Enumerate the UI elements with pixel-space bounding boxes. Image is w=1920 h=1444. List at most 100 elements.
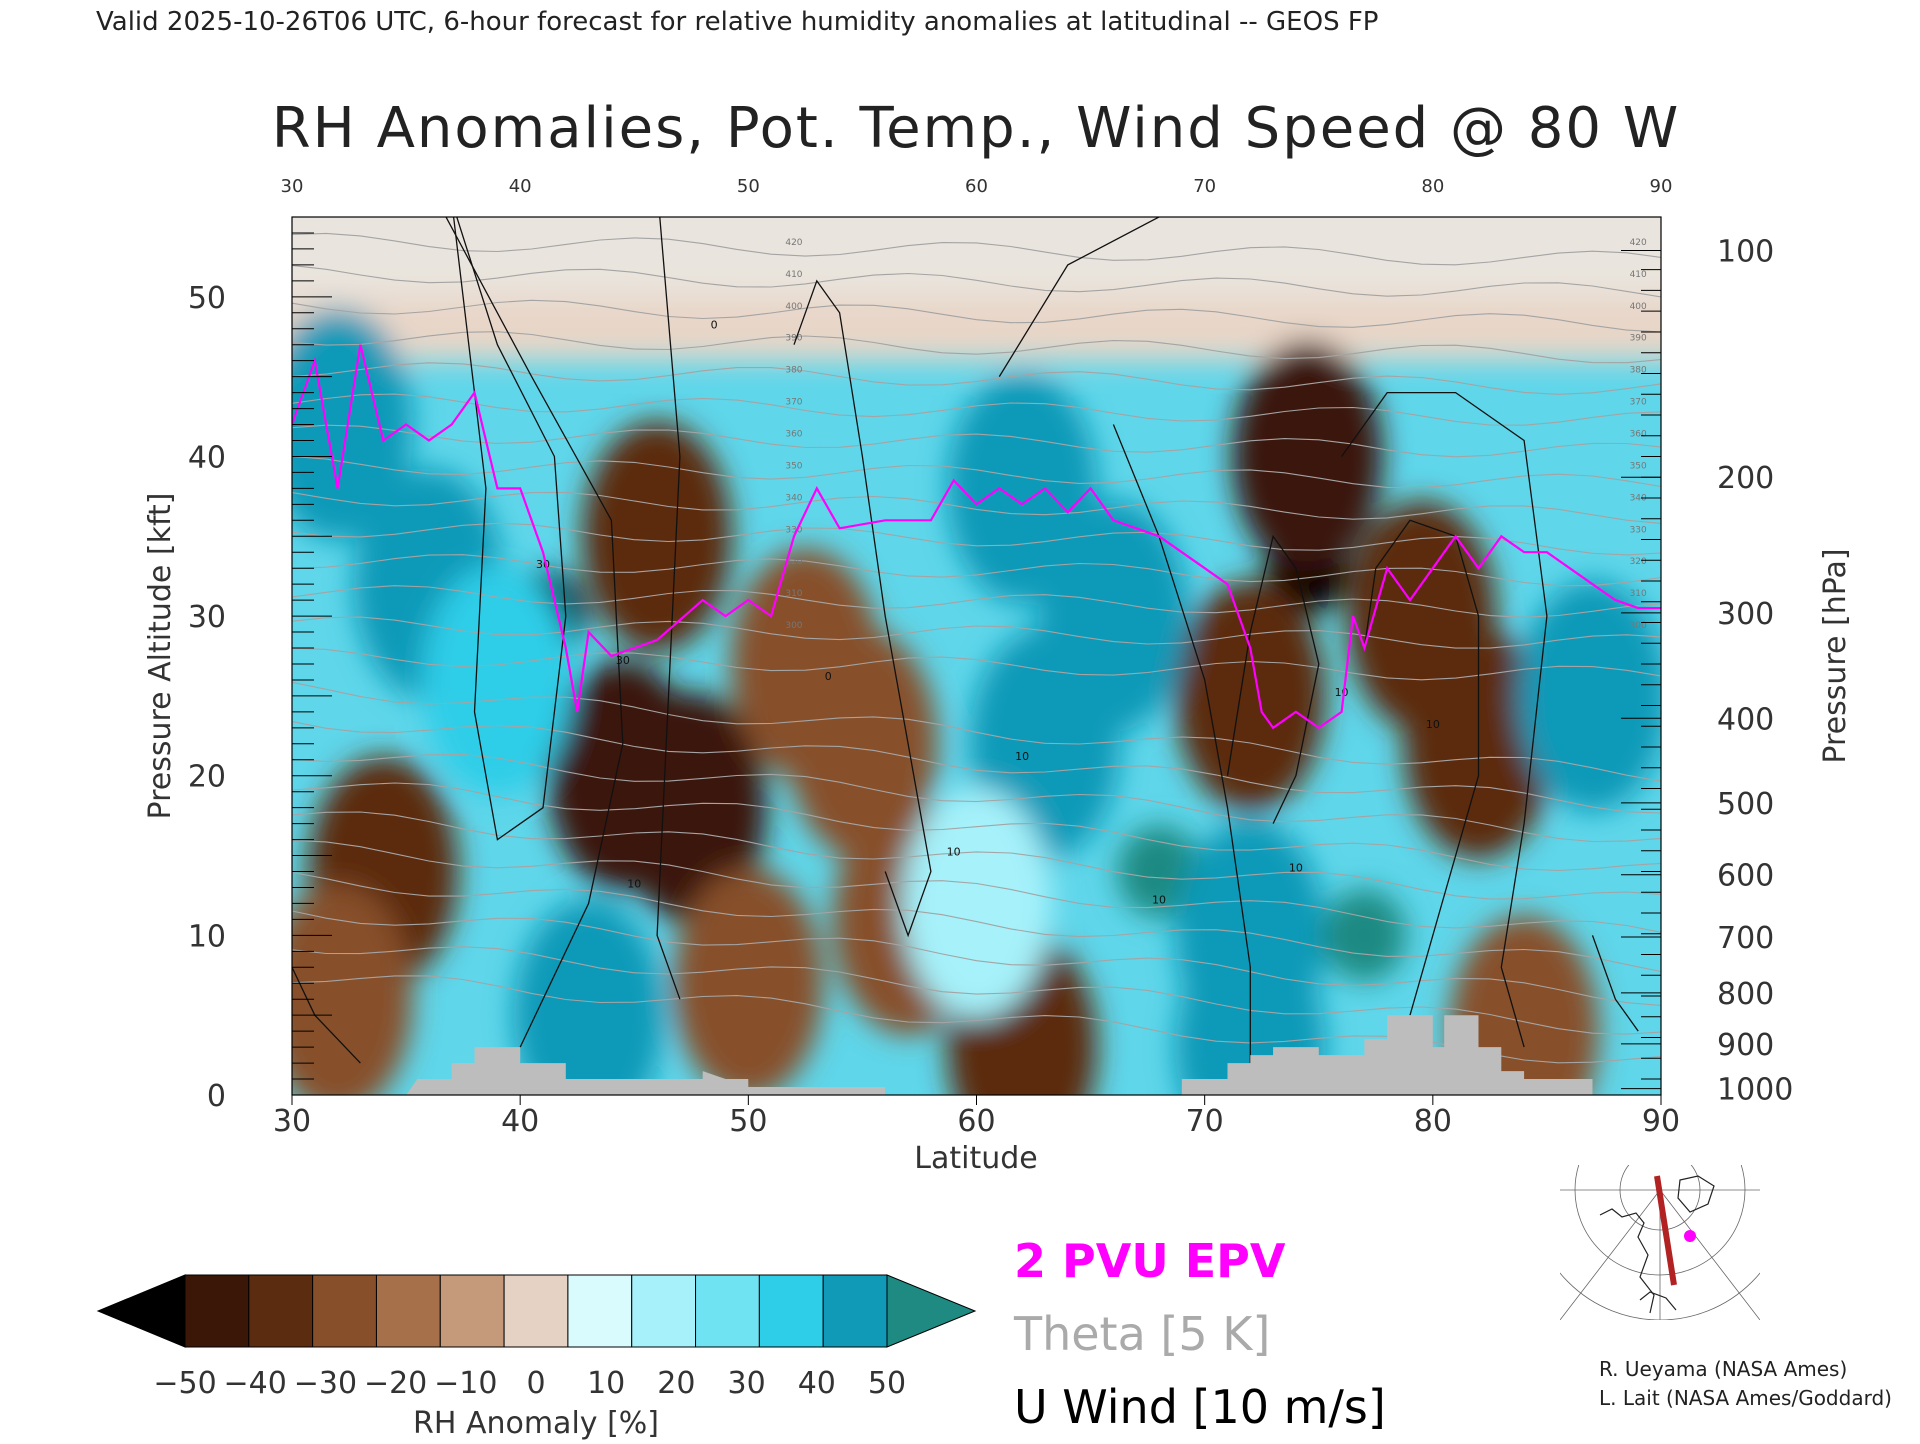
u-wind-label: 0 xyxy=(825,670,832,683)
cross-section-line xyxy=(1654,1175,1677,1286)
theta-label: 310 xyxy=(785,589,802,599)
theta-label: 340 xyxy=(785,493,802,503)
u-wind-label: 10 xyxy=(627,877,641,890)
plot-area: 420 420 410 410 400 400 390 390 380 380 370 370 360 3… xyxy=(291,216,1662,1096)
rh-feature xyxy=(422,564,573,796)
rh-anomaly-field xyxy=(292,217,1661,1095)
x-tick-label: 70 xyxy=(1186,1104,1224,1139)
y-tick-label: 10 xyxy=(188,919,226,954)
u-wind-contour xyxy=(1226,534,1320,824)
y-tick-label: 20 xyxy=(188,760,226,795)
colorbar-tick-label: 10 xyxy=(587,1366,625,1401)
top-tick-label: 90 xyxy=(1650,176,1673,197)
theta-contour xyxy=(292,299,1661,333)
pressure-tick-label: 200 xyxy=(1717,461,1774,496)
colorbar-under-arrow xyxy=(96,1274,186,1348)
colorbar-cell xyxy=(312,1274,377,1348)
theta-label: 360 xyxy=(785,430,802,440)
rh-feature xyxy=(1322,889,1407,982)
theta-contour xyxy=(292,721,1661,814)
u-wind-label: 10 xyxy=(947,846,961,859)
u-wind-contour xyxy=(793,279,932,938)
rh-top-band xyxy=(292,217,1661,297)
pressure-tick-label: 500 xyxy=(1717,787,1774,822)
x-tick-label: 30 xyxy=(273,1104,311,1139)
rh-feature xyxy=(1175,580,1326,812)
x-tick-label: 80 xyxy=(1414,1104,1452,1139)
colorbar-tick-label: 30 xyxy=(728,1366,766,1401)
rh-feature xyxy=(673,867,824,1095)
colorbar-tick-label: −40 xyxy=(224,1366,287,1401)
theta-label: 350 xyxy=(1630,461,1647,471)
pressure-tick-label: 300 xyxy=(1717,597,1774,632)
theta-label: 300 xyxy=(1630,621,1647,631)
theta-contour xyxy=(292,647,1661,681)
y-tick-label: 50 xyxy=(188,281,226,316)
theta-contour xyxy=(292,455,1661,489)
pv2-tropopause-line xyxy=(292,344,1661,730)
theta-label: 330 xyxy=(1630,525,1647,535)
theta-label: 390 xyxy=(1630,334,1647,344)
rh-feature xyxy=(582,420,733,652)
theta-label: 320 xyxy=(785,557,802,567)
theta-contour xyxy=(292,616,1661,649)
chart-title: RH Anomalies, Pot. Temp., Wind Speed @ 8… xyxy=(272,96,1680,161)
colorbar-tick-label: −30 xyxy=(294,1366,357,1401)
rh-feature xyxy=(513,899,664,1095)
pressure-tick-label: 900 xyxy=(1717,1028,1774,1063)
colorbar-tick-label: 20 xyxy=(657,1366,695,1401)
theta-label: 410 xyxy=(1630,270,1647,280)
colorbar-cell xyxy=(503,1274,569,1348)
theta-label: 400 xyxy=(785,302,802,312)
theta-label: 420 xyxy=(785,238,802,248)
rh-feature xyxy=(1117,825,1202,918)
rh-feature xyxy=(616,692,767,924)
theta-contour xyxy=(292,522,1661,556)
pressure-tick-label: 800 xyxy=(1717,977,1774,1012)
theta-label: 360 xyxy=(1630,430,1647,440)
top-tick-label: 80 xyxy=(1421,176,1444,197)
y-tick-label: 0 xyxy=(207,1079,226,1114)
theta-label: 380 xyxy=(1630,366,1647,376)
right-pressure-ticks xyxy=(1621,250,1661,1090)
theta-contour xyxy=(292,839,1661,933)
theta-contour xyxy=(292,910,1661,1006)
u-wind-contour xyxy=(1112,424,1251,1064)
u-wind-label: 10 xyxy=(1152,893,1166,906)
theta-label: 370 xyxy=(1630,398,1647,408)
colorbar-cell xyxy=(631,1274,697,1348)
theta-label: 420 xyxy=(1630,238,1647,248)
legend-pv2-label: 2 PVU EPV xyxy=(1014,1234,1286,1288)
theta-contour xyxy=(292,811,1661,900)
colorbar-tick-label: 0 xyxy=(526,1366,545,1401)
theta-contour xyxy=(292,362,1661,395)
x-tick-label: 40 xyxy=(501,1104,539,1139)
u-wind-contour xyxy=(452,217,567,841)
theta-contour xyxy=(292,331,1661,364)
theta-label: 350 xyxy=(785,461,802,471)
colorbar-over-arrow xyxy=(886,1274,977,1348)
top-tick-label: 70 xyxy=(1193,176,1216,197)
location-map-inset xyxy=(1560,1165,1760,1320)
pressure-tick-label: 700 xyxy=(1717,921,1774,956)
u-wind-label: 30 xyxy=(616,654,630,667)
y-tick-label: 40 xyxy=(188,440,226,475)
legend-uwind-label: U Wind [10 m/s] xyxy=(1014,1380,1386,1434)
theta-label: 300 xyxy=(785,621,802,631)
colorbar-tick-label: 40 xyxy=(798,1366,836,1401)
rh-feature xyxy=(292,883,413,1095)
theta-contour xyxy=(292,585,1661,618)
colorbar-cell xyxy=(375,1274,441,1348)
theta-label: 390 xyxy=(785,334,802,344)
x-tick-label: 50 xyxy=(729,1104,767,1139)
u-wind-contour xyxy=(1363,519,1480,1016)
u-wind-label: 10 xyxy=(1289,862,1303,875)
theta-contour xyxy=(292,232,1661,266)
theta-contour xyxy=(292,782,1661,872)
top-tick-label: 40 xyxy=(509,176,532,197)
colorbar-cell xyxy=(822,1274,888,1348)
rh-feature xyxy=(1232,340,1383,572)
u-wind-contour xyxy=(656,217,681,1000)
